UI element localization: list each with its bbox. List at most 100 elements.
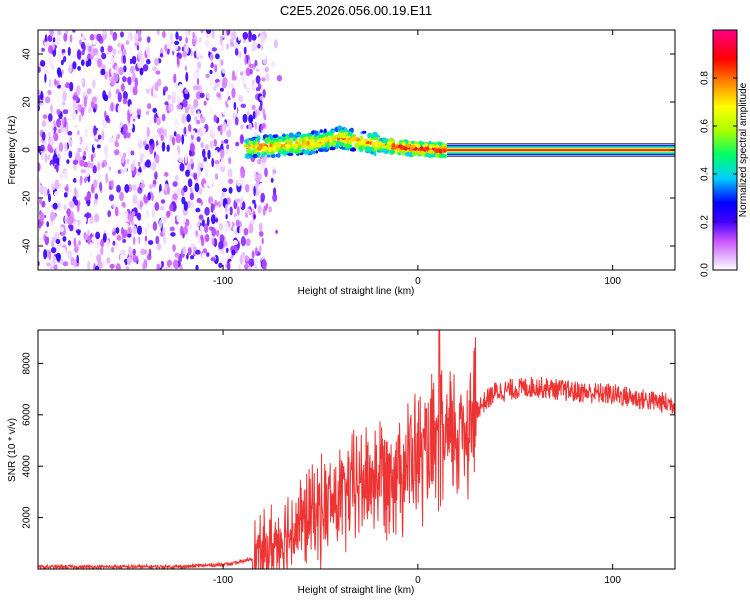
noise-blob xyxy=(193,50,197,59)
noise-blob xyxy=(81,189,87,198)
noise-blob xyxy=(211,30,215,39)
noise-blob xyxy=(94,202,98,214)
signal-blob xyxy=(432,144,435,148)
signal-blob xyxy=(277,136,282,140)
noise-blob xyxy=(186,114,191,123)
noise-blob xyxy=(77,66,81,71)
noise-blob xyxy=(82,172,87,179)
noise-blob xyxy=(243,127,248,134)
snr-xtick-label: -100 xyxy=(213,575,233,586)
noise-blob xyxy=(103,145,109,155)
noise-blob xyxy=(228,107,232,115)
noise-blob xyxy=(235,141,240,147)
noise-blob xyxy=(195,249,201,255)
noise-blob xyxy=(149,138,154,144)
noise-blob xyxy=(227,262,231,270)
signal-blob xyxy=(402,141,406,146)
signal-blob xyxy=(256,146,263,151)
noise-blob xyxy=(54,171,59,179)
noise-blob xyxy=(122,76,127,83)
signal-blob xyxy=(359,148,364,152)
noise-blob xyxy=(64,186,69,192)
noise-blob xyxy=(195,207,201,213)
noise-blob xyxy=(113,159,118,164)
spectrogram-panel: -100 0 100 -40 -20 0 20 40 Height of straight l… xyxy=(7,29,676,297)
noise-blob xyxy=(161,113,166,122)
noise-blob xyxy=(120,168,125,175)
noise-blob xyxy=(89,215,94,224)
signal-blob xyxy=(262,145,268,152)
signal-blob xyxy=(279,148,284,152)
noise-blob xyxy=(72,100,77,111)
noise-blob xyxy=(38,162,41,172)
noise-blob xyxy=(264,167,268,178)
noise-blob xyxy=(195,91,202,100)
noise-blob xyxy=(190,48,193,57)
noise-blob xyxy=(52,105,57,115)
noise-blob xyxy=(251,83,256,92)
snr-panel: -100 0 100 2000 4000 6000 8000 Height of strai… xyxy=(7,329,676,596)
noise-blob xyxy=(186,130,191,137)
noise-blob xyxy=(108,166,112,171)
noise-blob xyxy=(227,119,231,126)
noise-blob xyxy=(170,32,173,43)
noise-blob xyxy=(50,212,57,220)
noise-blob xyxy=(191,39,197,46)
signal-blob xyxy=(348,140,353,143)
noise-blob xyxy=(119,151,122,158)
noise-blob xyxy=(196,222,201,227)
noise-blob xyxy=(122,238,126,243)
spectrogram-xtick-label: -100 xyxy=(213,276,233,287)
snr-xtick-label: 0 xyxy=(415,575,421,586)
noise-blob xyxy=(226,43,229,50)
noise-blob xyxy=(124,184,130,193)
signal-blob xyxy=(354,143,360,149)
noise-blob xyxy=(159,179,163,185)
noise-blob xyxy=(104,110,107,119)
noise-blob xyxy=(125,266,130,270)
noise-blob xyxy=(154,202,160,211)
noise-blob xyxy=(169,264,173,270)
noise-blob xyxy=(151,208,155,219)
noise-blob xyxy=(160,260,164,268)
noise-blob xyxy=(242,113,248,123)
noise-blob xyxy=(100,46,105,53)
noise-blob xyxy=(195,230,198,237)
noise-blob xyxy=(128,245,132,257)
noise-blob xyxy=(183,126,187,135)
noise-blob xyxy=(137,134,141,142)
signal-blob xyxy=(416,150,423,154)
noise-blob xyxy=(42,206,48,216)
noise-blob xyxy=(138,166,142,174)
noise-blob xyxy=(228,231,233,238)
noise-blob xyxy=(194,132,198,138)
noise-blob xyxy=(214,173,219,180)
snr-xlabel: Height of straight line (km) xyxy=(298,585,415,596)
noise-blob xyxy=(255,75,261,84)
colorbar-tick-label: 0.4 xyxy=(700,167,711,181)
signal-blob xyxy=(397,152,402,156)
noise-blob xyxy=(110,235,116,241)
noise-blob xyxy=(163,216,167,224)
noise-blob xyxy=(210,214,216,225)
noise-blob xyxy=(127,76,132,86)
noise-blob xyxy=(236,179,241,187)
noise-blob xyxy=(137,225,142,235)
noise-blob xyxy=(196,48,200,58)
noise-blob xyxy=(238,94,244,103)
signal-blob xyxy=(325,132,330,137)
noise-blob xyxy=(72,61,77,70)
noise-blob xyxy=(209,104,213,114)
noise-blob xyxy=(262,89,266,98)
noise-blob xyxy=(121,261,126,270)
noise-blob xyxy=(60,172,64,180)
noise-blob xyxy=(73,177,77,183)
noise-blob xyxy=(161,141,166,152)
noise-blob xyxy=(54,78,57,86)
noise-blob xyxy=(59,226,65,233)
noise-blob xyxy=(94,103,98,110)
noise-blob xyxy=(176,95,181,105)
noise-blob xyxy=(184,31,189,36)
noise-blob xyxy=(167,94,172,101)
noise-blob xyxy=(230,31,237,41)
